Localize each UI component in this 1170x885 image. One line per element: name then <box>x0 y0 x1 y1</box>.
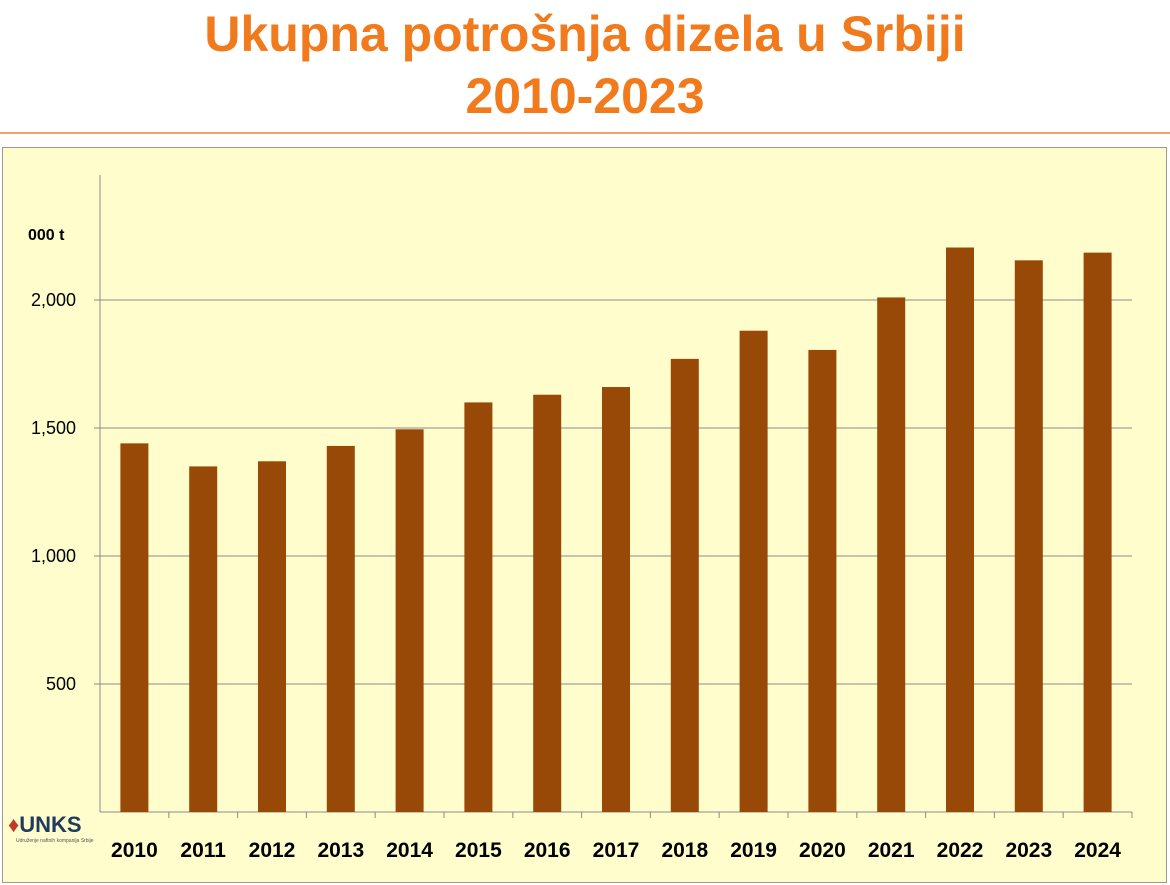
x-tick-label: 2022 <box>937 839 984 862</box>
x-tick-label: 2020 <box>799 839 846 862</box>
chart-title: Ukupna potrošnja dizela u Srbiji 2010-20… <box>0 0 1170 130</box>
x-tick-label: 2024 <box>1074 839 1121 862</box>
x-tick-label: 2021 <box>868 839 915 862</box>
bar-2018 <box>670 358 699 812</box>
x-tick-label: 2012 <box>249 839 296 862</box>
logo-text: UNKS <box>19 812 82 837</box>
y-tick-label: 2,000 <box>31 290 76 310</box>
y-tick-label: 1,500 <box>31 418 76 438</box>
bar-2023 <box>1014 260 1043 812</box>
x-tick-label: 2019 <box>730 839 777 862</box>
bar-2024 <box>1083 252 1112 812</box>
bar-2010 <box>120 443 149 812</box>
y-tick-label: 500 <box>46 674 76 694</box>
flame-icon: ♦ <box>8 812 20 837</box>
bar-2020 <box>808 349 837 812</box>
bar-2017 <box>602 387 630 812</box>
bar-2014 <box>395 429 424 812</box>
bar-2015 <box>464 402 493 812</box>
bar-2021 <box>877 297 906 812</box>
x-tick-label: 2018 <box>661 839 708 862</box>
title-divider <box>0 132 1170 134</box>
bar-2016 <box>533 394 562 812</box>
bar-2019 <box>739 330 768 812</box>
chart-title-line2: 2010-2023 <box>465 68 705 124</box>
x-tick-label: 2010 <box>111 839 158 862</box>
bar-2013 <box>326 445 355 812</box>
y-tick-label: 1,000 <box>31 546 76 566</box>
bar-2012 <box>258 461 286 812</box>
y-axis-unit-label: 000 t <box>28 227 65 244</box>
x-tick-label: 2011 <box>180 839 226 862</box>
x-tick-label: 2016 <box>524 839 571 862</box>
chart-title-line1: Ukupna potrošnja dizela u Srbiji <box>204 6 966 62</box>
x-tick-label: 2015 <box>455 839 502 862</box>
x-tick-label: 2014 <box>386 839 433 862</box>
x-tick-label: 2023 <box>1005 839 1052 862</box>
x-tick-label: 2013 <box>317 839 364 862</box>
bar-2022 <box>946 247 974 812</box>
unks-logo: ♦UNKS Udruženje naftnih kompanija Srbije <box>8 812 94 848</box>
bar-2011 <box>189 466 218 812</box>
x-tick-label: 2017 <box>593 839 640 862</box>
logo-subtitle: Udruženje naftnih kompanija Srbije <box>16 838 94 844</box>
